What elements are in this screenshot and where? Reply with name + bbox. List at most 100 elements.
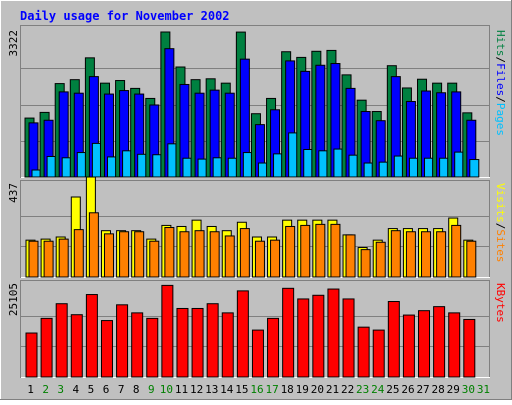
legend-visits: Visits/Sites bbox=[494, 183, 507, 263]
panel-visits: 437 Visits/Sites bbox=[7, 176, 507, 278]
x-tick-label: 11 bbox=[175, 383, 188, 396]
bar-kbytes-day-9 bbox=[146, 317, 159, 378]
bar-kbytes-day-20 bbox=[312, 294, 325, 378]
bar-sites-day-2 bbox=[43, 240, 54, 278]
bar-pages-day-30 bbox=[469, 159, 480, 178]
legend-entry-files: Files bbox=[494, 63, 507, 96]
bar-sites-day-23 bbox=[360, 249, 371, 278]
bar-kbytes-day-10 bbox=[161, 284, 174, 378]
bar-sites-day-11 bbox=[179, 231, 190, 278]
x-tick-label: 25 bbox=[386, 383, 399, 396]
bar-kbytes-day-16 bbox=[251, 329, 264, 378]
x-tick-label: 4 bbox=[73, 383, 80, 396]
x-tick-label: 26 bbox=[401, 383, 414, 396]
x-tick-label: 5 bbox=[88, 383, 95, 396]
bar-kbytes-day-19 bbox=[297, 298, 310, 378]
bar-kbytes-day-29 bbox=[448, 312, 461, 378]
x-tick-label: 7 bbox=[118, 383, 125, 396]
panel-kbytes: 25105 KBytes bbox=[7, 280, 507, 378]
bar-kbytes-day-24 bbox=[372, 329, 385, 378]
legend-entry-: / bbox=[494, 57, 507, 64]
bar-kbytes-day-22 bbox=[342, 298, 355, 378]
bar-kbytes-day-3 bbox=[55, 303, 68, 378]
bar-sites-day-22 bbox=[345, 234, 356, 278]
bar-sites-day-18 bbox=[285, 225, 296, 278]
x-tick-label: 16 bbox=[250, 383, 263, 396]
bar-files-day-1 bbox=[28, 122, 39, 178]
x-tick-label: 30 bbox=[462, 383, 475, 396]
bar-sites-day-3 bbox=[58, 238, 69, 278]
x-tick-label: 14 bbox=[220, 383, 234, 396]
bar-kbytes-day-2 bbox=[40, 317, 53, 378]
bar-sites-day-9 bbox=[149, 240, 160, 278]
legend-entry-sites: Sites bbox=[494, 229, 507, 262]
bar-kbytes-day-18 bbox=[282, 287, 295, 378]
y-max-label-visits: 437 bbox=[7, 183, 20, 203]
bar-kbytes-day-4 bbox=[70, 314, 83, 378]
bar-sites-day-8 bbox=[134, 231, 145, 278]
bar-sites-day-29 bbox=[451, 224, 462, 278]
y-max-label-hits: 3322 bbox=[7, 30, 20, 57]
legend-entry-: / bbox=[494, 96, 507, 103]
bar-sites-day-30 bbox=[466, 240, 477, 278]
bar-kbytes-day-28 bbox=[433, 306, 446, 378]
x-tick-label: 12 bbox=[190, 383, 203, 396]
bar-sites-day-20 bbox=[315, 223, 326, 278]
bar-kbytes-day-7 bbox=[116, 304, 129, 378]
legend-entry-hits: Hits bbox=[494, 30, 507, 57]
bar-sites-day-25 bbox=[390, 230, 401, 278]
bar-sites-day-15 bbox=[239, 228, 250, 278]
bar-sites-day-6 bbox=[103, 233, 114, 278]
x-tick-label: 22 bbox=[341, 383, 354, 396]
bar-sites-day-17 bbox=[270, 239, 281, 278]
bar-sites-day-21 bbox=[330, 223, 341, 278]
bar-kbytes-day-11 bbox=[176, 307, 189, 378]
bar-kbytes-day-1 bbox=[25, 332, 38, 378]
x-tick-label: 21 bbox=[326, 383, 339, 396]
bar-sites-day-14 bbox=[224, 235, 235, 278]
x-tick-label: 19 bbox=[296, 383, 309, 396]
x-tick-label: 17 bbox=[265, 383, 278, 396]
legend-entry-kbytes: KBytes bbox=[494, 283, 507, 323]
bar-sites-day-13 bbox=[209, 231, 220, 278]
bar-sites-day-4 bbox=[73, 229, 84, 278]
bar-sites-day-12 bbox=[194, 230, 205, 278]
bar-sites-day-19 bbox=[300, 224, 311, 278]
bar-kbytes-day-5 bbox=[85, 294, 98, 378]
bar-sites-day-28 bbox=[436, 231, 447, 278]
legend-kbytes: KBytes bbox=[494, 283, 507, 323]
bar-kbytes-day-8 bbox=[131, 312, 144, 378]
x-tick-label: 27 bbox=[416, 383, 429, 396]
bar-sites-day-5 bbox=[88, 212, 99, 278]
y-max-label-kbytes: 25105 bbox=[7, 283, 20, 316]
bar-kbytes-day-12 bbox=[191, 307, 204, 378]
legend-hits: Hits/Files/Pages bbox=[494, 30, 507, 136]
bar-kbytes-day-15 bbox=[236, 290, 249, 378]
chart-title: Daily usage for November 2002 bbox=[20, 9, 230, 23]
legend-entry-pages: Pages bbox=[494, 103, 507, 136]
x-tick-label: 23 bbox=[356, 383, 369, 396]
bar-kbytes-day-27 bbox=[418, 310, 431, 378]
bar-kbytes-day-14 bbox=[221, 312, 234, 378]
bar-kbytes-day-21 bbox=[327, 288, 340, 378]
x-tick-label: 9 bbox=[148, 383, 155, 396]
legend-entry-visits: Visits bbox=[494, 183, 507, 223]
bar-sites-day-1 bbox=[28, 240, 39, 278]
bar-kbytes-day-17 bbox=[267, 317, 280, 378]
bar-kbytes-day-26 bbox=[402, 314, 415, 378]
x-tick-label: 13 bbox=[205, 383, 218, 396]
x-tick-label: 31 bbox=[477, 383, 490, 396]
bar-kbytes-day-6 bbox=[100, 320, 113, 378]
bar-sites-day-24 bbox=[375, 241, 386, 278]
x-tick-label: 6 bbox=[103, 383, 110, 396]
bar-kbytes-day-13 bbox=[206, 303, 219, 378]
bar-sites-day-27 bbox=[421, 231, 432, 278]
x-tick-label: 28 bbox=[432, 383, 445, 396]
x-tick-label: 8 bbox=[133, 383, 140, 396]
x-tick-label: 20 bbox=[311, 383, 324, 396]
x-tick-label: 10 bbox=[160, 383, 173, 396]
bar-kbytes-day-23 bbox=[357, 326, 370, 378]
bar-sites-day-10 bbox=[164, 227, 175, 278]
